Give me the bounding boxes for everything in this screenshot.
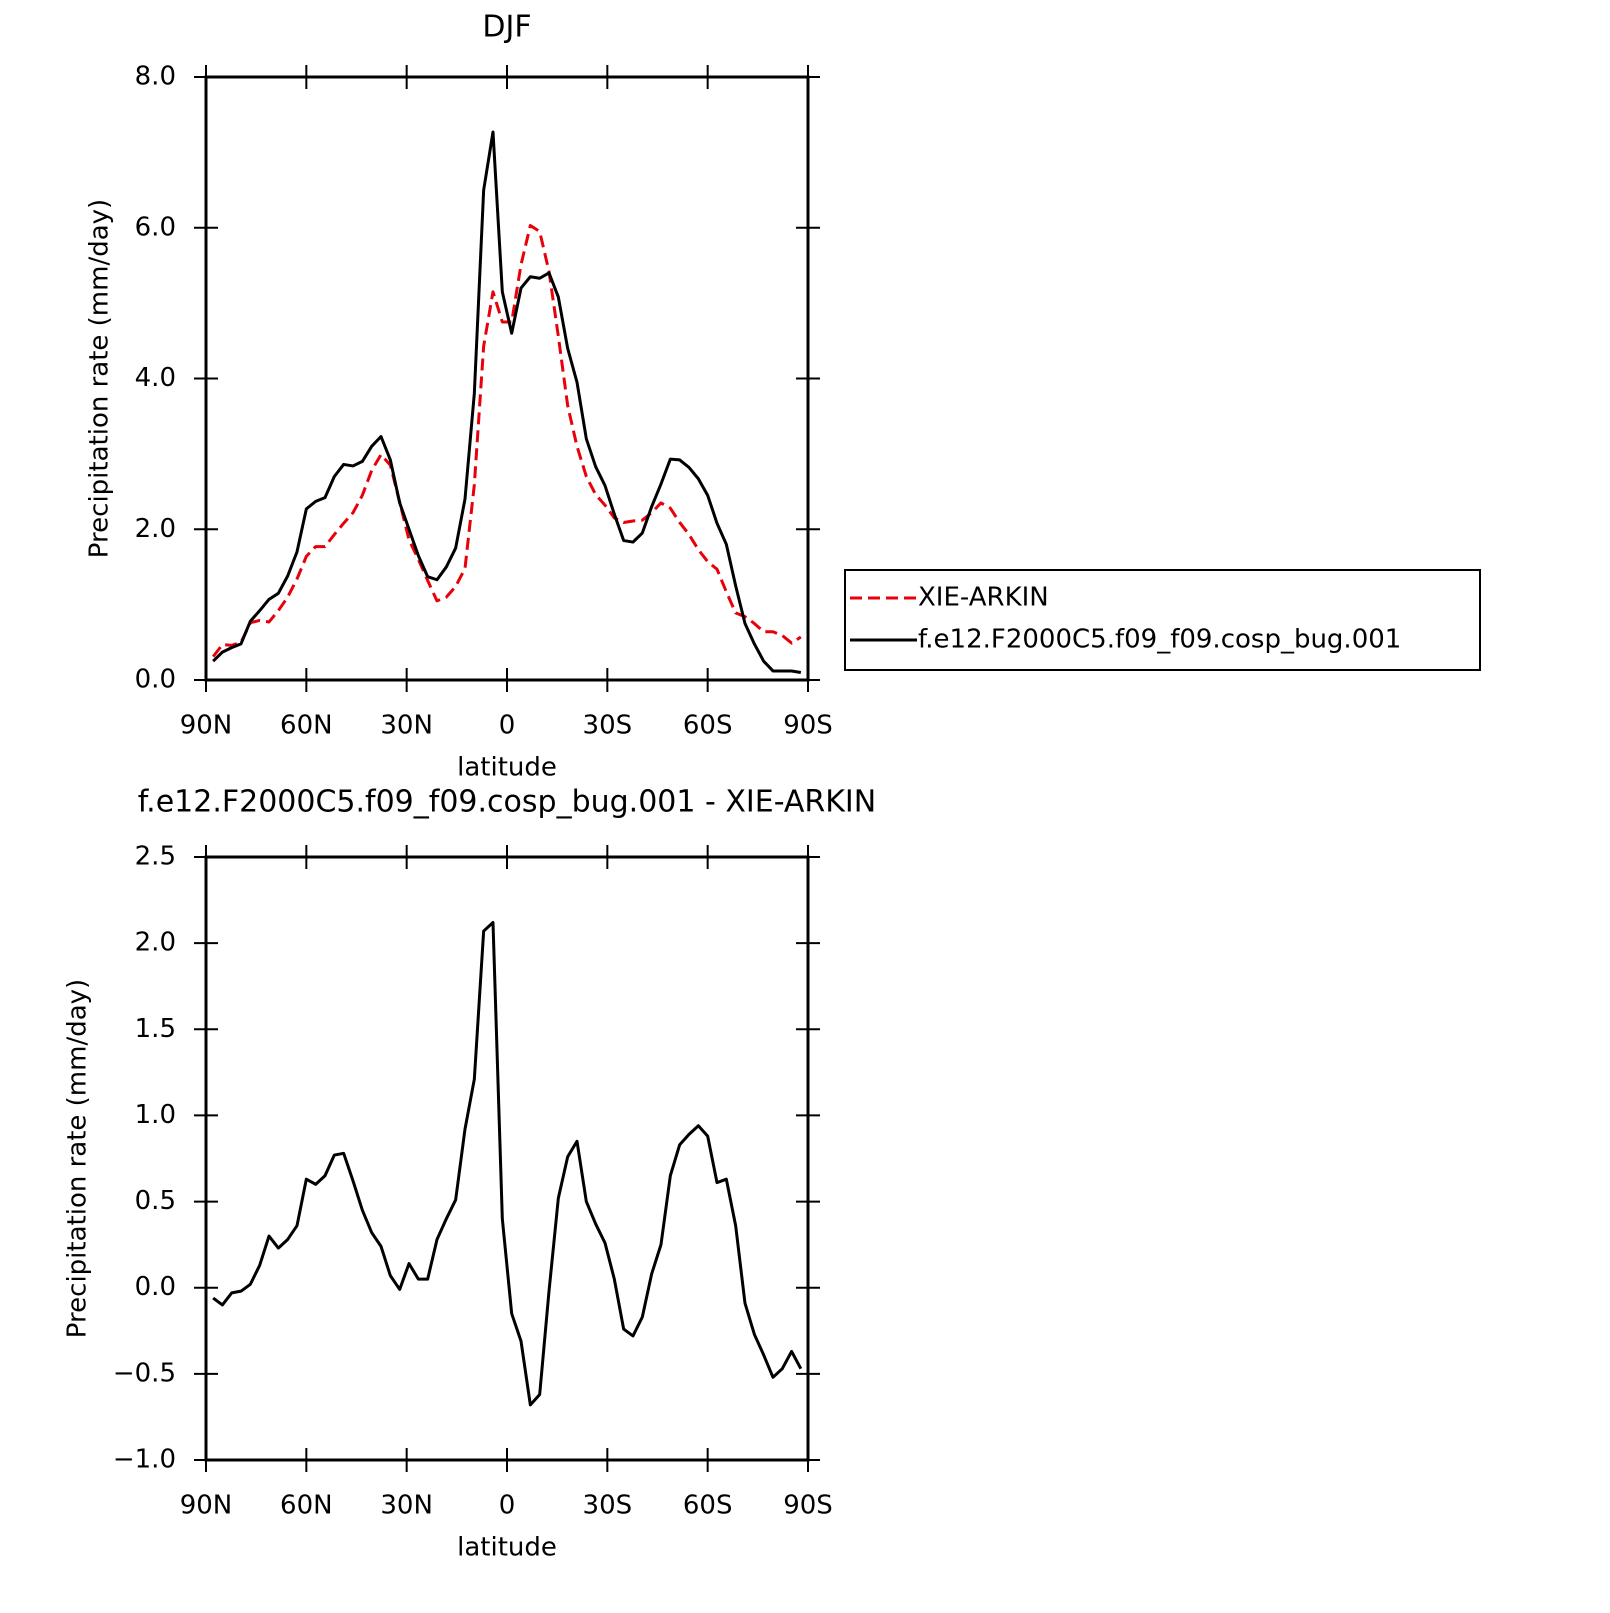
y-tick-label: 2.0 [135,514,176,544]
x-tick-label: 90N [180,711,233,741]
chart-title: f.e12.F2000C5.f09_f09.cosp_bug.001 - XIE… [138,785,876,820]
data-line [212,920,803,1407]
y-tick-label: 1.5 [135,1014,176,1044]
x-tick-label: 90S [783,711,833,741]
y-tick-label: −0.5 [113,1358,176,1388]
chart-title: DJF [482,10,531,45]
x-tick-label: 30N [380,711,433,741]
x-tick-label: 30S [583,1491,633,1521]
y-tick-label: 4.0 [135,363,176,393]
x-tick-label: 60S [683,1491,733,1521]
y-tick-label: −1.0 [113,1445,176,1475]
y-tick-label: 0.0 [135,1272,176,1302]
x-tick-label: 30N [380,1491,433,1521]
y-axis-label: Precipitation rate (mm/day) [63,979,93,1338]
x-tick-label: 60N [280,711,333,741]
x-tick-label: 90N [180,1491,233,1521]
y-tick-label: 6.0 [135,212,176,242]
plot-frame [204,75,810,682]
y-tick-label: 2.0 [135,928,176,958]
y-tick-label: 0.5 [135,1186,176,1216]
y-tick-label: 2.5 [135,842,176,872]
data-line [212,130,802,674]
y-tick-label: 8.0 [135,62,176,92]
legend-label: XIE-ARKIN [918,583,1049,613]
legend-box [844,569,1481,671]
x-tick-label: 0 [499,1491,516,1521]
y-tick-label: 0.0 [135,665,176,695]
y-axis-label: Precipitation rate (mm/day) [85,199,115,558]
x-tick-label: 30S [583,711,633,741]
x-tick-label: 60S [683,711,733,741]
x-tick-label: 0 [499,711,516,741]
x-axis-label: latitude [457,753,557,783]
data-line [211,223,802,658]
x-axis-label: latitude [457,1533,557,1563]
x-tick-label: 90S [783,1491,833,1521]
y-tick-label: 1.0 [135,1100,176,1130]
plot-frame [204,855,810,1462]
x-tick-label: 60N [280,1491,333,1521]
legend: XIE-ARKIN f.e12.F2000C5.f09_f09.cosp_bug.… [844,569,1481,671]
legend-label: f.e12.F2000C5.f09_f09.cosp_bug.001 [918,625,1401,655]
